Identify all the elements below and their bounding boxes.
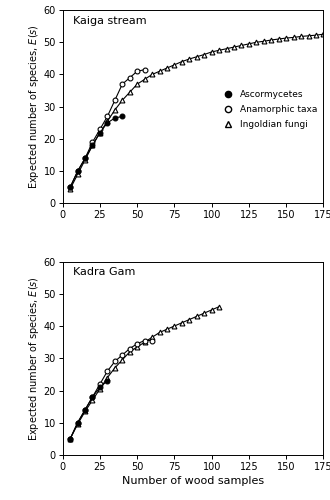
Y-axis label: Expected number of species, $E(s)$: Expected number of species, $E(s)$ xyxy=(27,24,41,189)
Text: Kadra Gam: Kadra Gam xyxy=(73,268,136,278)
Y-axis label: Expected number of species, $E(s)$: Expected number of species, $E(s)$ xyxy=(27,276,41,440)
X-axis label: Number of wood samples: Number of wood samples xyxy=(122,476,264,486)
Legend: Ascormycetes, Anamorphic taxa, Ingoldian fungi: Ascormycetes, Anamorphic taxa, Ingoldian… xyxy=(217,88,319,131)
Text: Kaiga stream: Kaiga stream xyxy=(73,16,147,26)
